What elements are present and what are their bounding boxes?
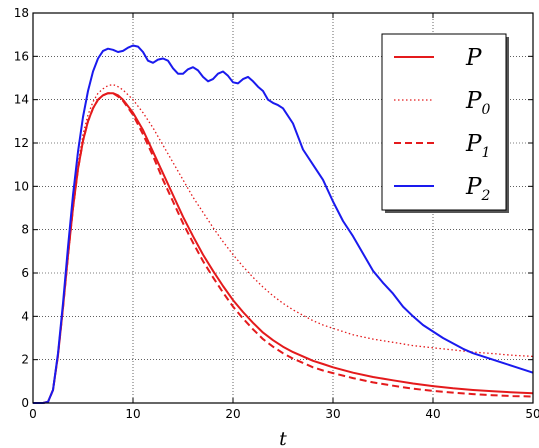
- series-line-p: [33, 92, 534, 404]
- x-tick-label: 30: [325, 407, 340, 421]
- legend-box: [381, 33, 507, 211]
- x-tick-label: 40: [425, 407, 440, 421]
- legend-label: P1: [465, 131, 490, 161]
- y-tick-label: 12: [14, 136, 29, 150]
- y-tick-label: 6: [21, 266, 29, 280]
- series-line-p1: [33, 92, 534, 404]
- y-tick-label: 10: [14, 179, 29, 193]
- legend-label: P0: [465, 88, 490, 118]
- series-line-p2: [33, 44, 534, 404]
- x-tick-label: 10: [125, 407, 140, 421]
- plot-area: [33, 44, 534, 404]
- legend-label: P: [465, 45, 482, 71]
- x-axis-title: t: [279, 428, 287, 448]
- x-tick-label: 20: [225, 407, 240, 421]
- y-tick-label: 0: [21, 396, 29, 410]
- y-tick-label: 2: [21, 353, 29, 367]
- y-tick-label: 16: [14, 49, 29, 63]
- y-tick-label: 8: [21, 223, 29, 237]
- y-tick-label: 14: [14, 93, 29, 107]
- axes-frame: [32, 12, 534, 404]
- y-tick-label: 4: [21, 309, 29, 323]
- legend-label: P2: [465, 174, 490, 204]
- y-tick-label: 18: [14, 6, 29, 20]
- series-line-p0: [33, 83, 534, 404]
- x-tick-label: 0: [29, 407, 37, 421]
- axis-ticks: 0 10 20 30 40 50 0 2 4 6 8 10 12 14 16 18: [14, 6, 539, 421]
- legend: P P0 P1 P2: [381, 33, 509, 213]
- x-tick-label: 50: [525, 407, 539, 421]
